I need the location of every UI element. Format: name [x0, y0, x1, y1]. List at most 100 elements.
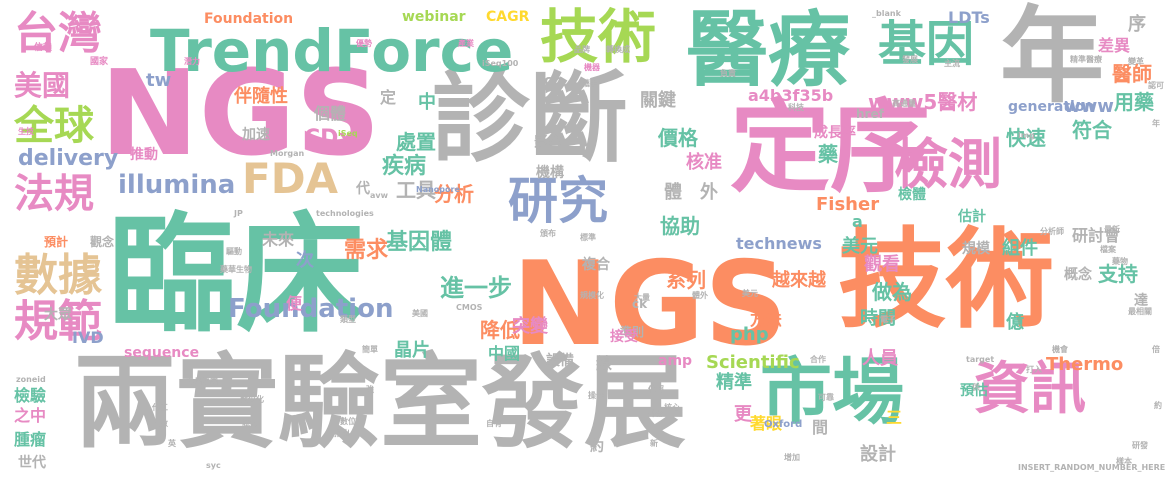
word-31: 用藥: [1114, 90, 1154, 114]
word-118: 線: [596, 354, 613, 373]
word-23-illumina: illumina: [118, 170, 236, 200]
word-192: 標準: [580, 233, 596, 242]
word-13: 基因: [878, 16, 975, 72]
word-17: 數據: [14, 250, 102, 301]
word-99: 達: [1134, 293, 1148, 309]
word-151: 最新: [1104, 225, 1120, 234]
word-67: 著眼: [750, 414, 783, 433]
word-189: 體外: [692, 291, 708, 300]
word-85-ck: ck: [632, 297, 648, 311]
word-141: 優勢: [356, 39, 372, 48]
word-26: 基因體: [386, 230, 453, 255]
word-131-img: img: [1018, 131, 1035, 140]
word-53: 研討會: [1072, 226, 1121, 245]
word-43: 核准: [686, 152, 722, 173]
word-177: 規模化: [580, 291, 604, 300]
word-194: 認可: [1148, 81, 1164, 90]
word-51: 美元: [842, 236, 878, 257]
word-6: 醫療: [686, 3, 851, 98]
word-152: 藥華生物: [220, 265, 252, 274]
word-101: 加速: [242, 127, 270, 143]
word-145: 機器: [584, 63, 600, 72]
word-130-zoneid: zoneid: [16, 375, 46, 384]
word-105: 成長率: [814, 125, 856, 141]
word-175: 強: [366, 385, 374, 394]
word-16: 資訊: [974, 357, 1086, 422]
word-182: 變革: [1128, 57, 1144, 66]
word-144: 轉換成: [606, 45, 630, 54]
word-173: 外部: [648, 409, 664, 418]
word-126-oxford: Oxford: [764, 419, 803, 430]
word-39: 處置: [396, 130, 436, 154]
word-29-www5: www5醫材: [868, 90, 978, 114]
word-115: 接受: [610, 329, 638, 345]
word-119: 約: [590, 439, 604, 455]
word-123-nanopore: Nanopore: [416, 185, 460, 194]
word-148: 科技: [788, 103, 804, 112]
word-156: 核心: [664, 403, 680, 412]
word-97: 序: [1128, 14, 1146, 35]
word-45: 分析: [434, 182, 474, 206]
word-161: 最相關: [1128, 307, 1152, 316]
word-122-iseq: iSeq: [338, 129, 358, 138]
word-120: 預估: [960, 383, 988, 399]
word-165: 自有: [486, 419, 502, 428]
word-121: 差異: [1098, 36, 1131, 55]
word-188: 機會: [1052, 345, 1068, 354]
word-40: 工具: [396, 178, 436, 202]
word-61: 降低: [480, 318, 520, 342]
word-2-ngs: NGS: [512, 237, 788, 372]
word-60: 億: [1006, 312, 1024, 333]
word-176: 供: [972, 383, 980, 392]
word-124-morgan: Morgan: [270, 149, 305, 158]
word-30: 醫師: [1112, 62, 1152, 86]
word-113: 規模: [962, 241, 990, 257]
word-77-ivd: IVD: [72, 328, 104, 347]
word-27: 進一步: [440, 274, 512, 302]
word-140: 潛力: [184, 57, 200, 66]
word-42: 價格: [658, 126, 698, 150]
word-25-foundation: Foundation: [228, 294, 394, 324]
word-9: 市場: [760, 350, 905, 434]
word-102: 推動: [130, 147, 158, 163]
word-49-scientific: Scientific: [706, 352, 800, 373]
word-117: 設備: [546, 353, 574, 369]
word-55: 系列: [666, 268, 706, 292]
word-98: 藥: [818, 142, 838, 166]
word-183: 發展: [902, 55, 918, 64]
word-104: 機構: [536, 165, 564, 181]
word-18: 規範: [14, 296, 102, 347]
word-163: 依照: [648, 385, 664, 394]
word-33: 快速: [1006, 126, 1046, 150]
word-154: 數位化: [240, 395, 264, 404]
word-52: 組件: [1002, 238, 1038, 259]
word-28: 需求: [344, 238, 389, 263]
word-78-sequence: sequence: [124, 345, 200, 361]
word-8: 定序: [730, 89, 930, 206]
word-136-avw: avw: [370, 191, 389, 200]
word-3: 兩實驗室發展: [74, 344, 686, 463]
word-155: 指出: [334, 429, 350, 438]
word-50-technews: technews: [736, 234, 822, 253]
word-137: 信賴: [34, 43, 53, 53]
word-187: 美國: [412, 309, 428, 318]
word-11: 台灣: [14, 8, 102, 59]
word-76: 大眾: [44, 307, 72, 323]
word-116: 方法: [750, 310, 783, 329]
word-147: 負責: [720, 69, 736, 78]
word-19: 全球: [14, 103, 94, 149]
word-88: 體: [664, 182, 682, 203]
word-83-php: php: [730, 324, 769, 345]
word-162: 研發: [1132, 441, 1148, 450]
word-150: 分析師: [1040, 227, 1064, 236]
word-193: 增加: [784, 453, 800, 462]
word-74: 腫瘤: [14, 430, 47, 449]
word-56: 越來越: [772, 270, 826, 291]
word-41: 關鍵: [640, 90, 676, 111]
word-170: 人數: [152, 419, 168, 428]
word-34: 符合: [1072, 118, 1112, 142]
word-7: 年: [1000, 0, 1105, 117]
word-22-fda: FDA: [242, 154, 339, 203]
word-15: 研究: [508, 172, 608, 230]
